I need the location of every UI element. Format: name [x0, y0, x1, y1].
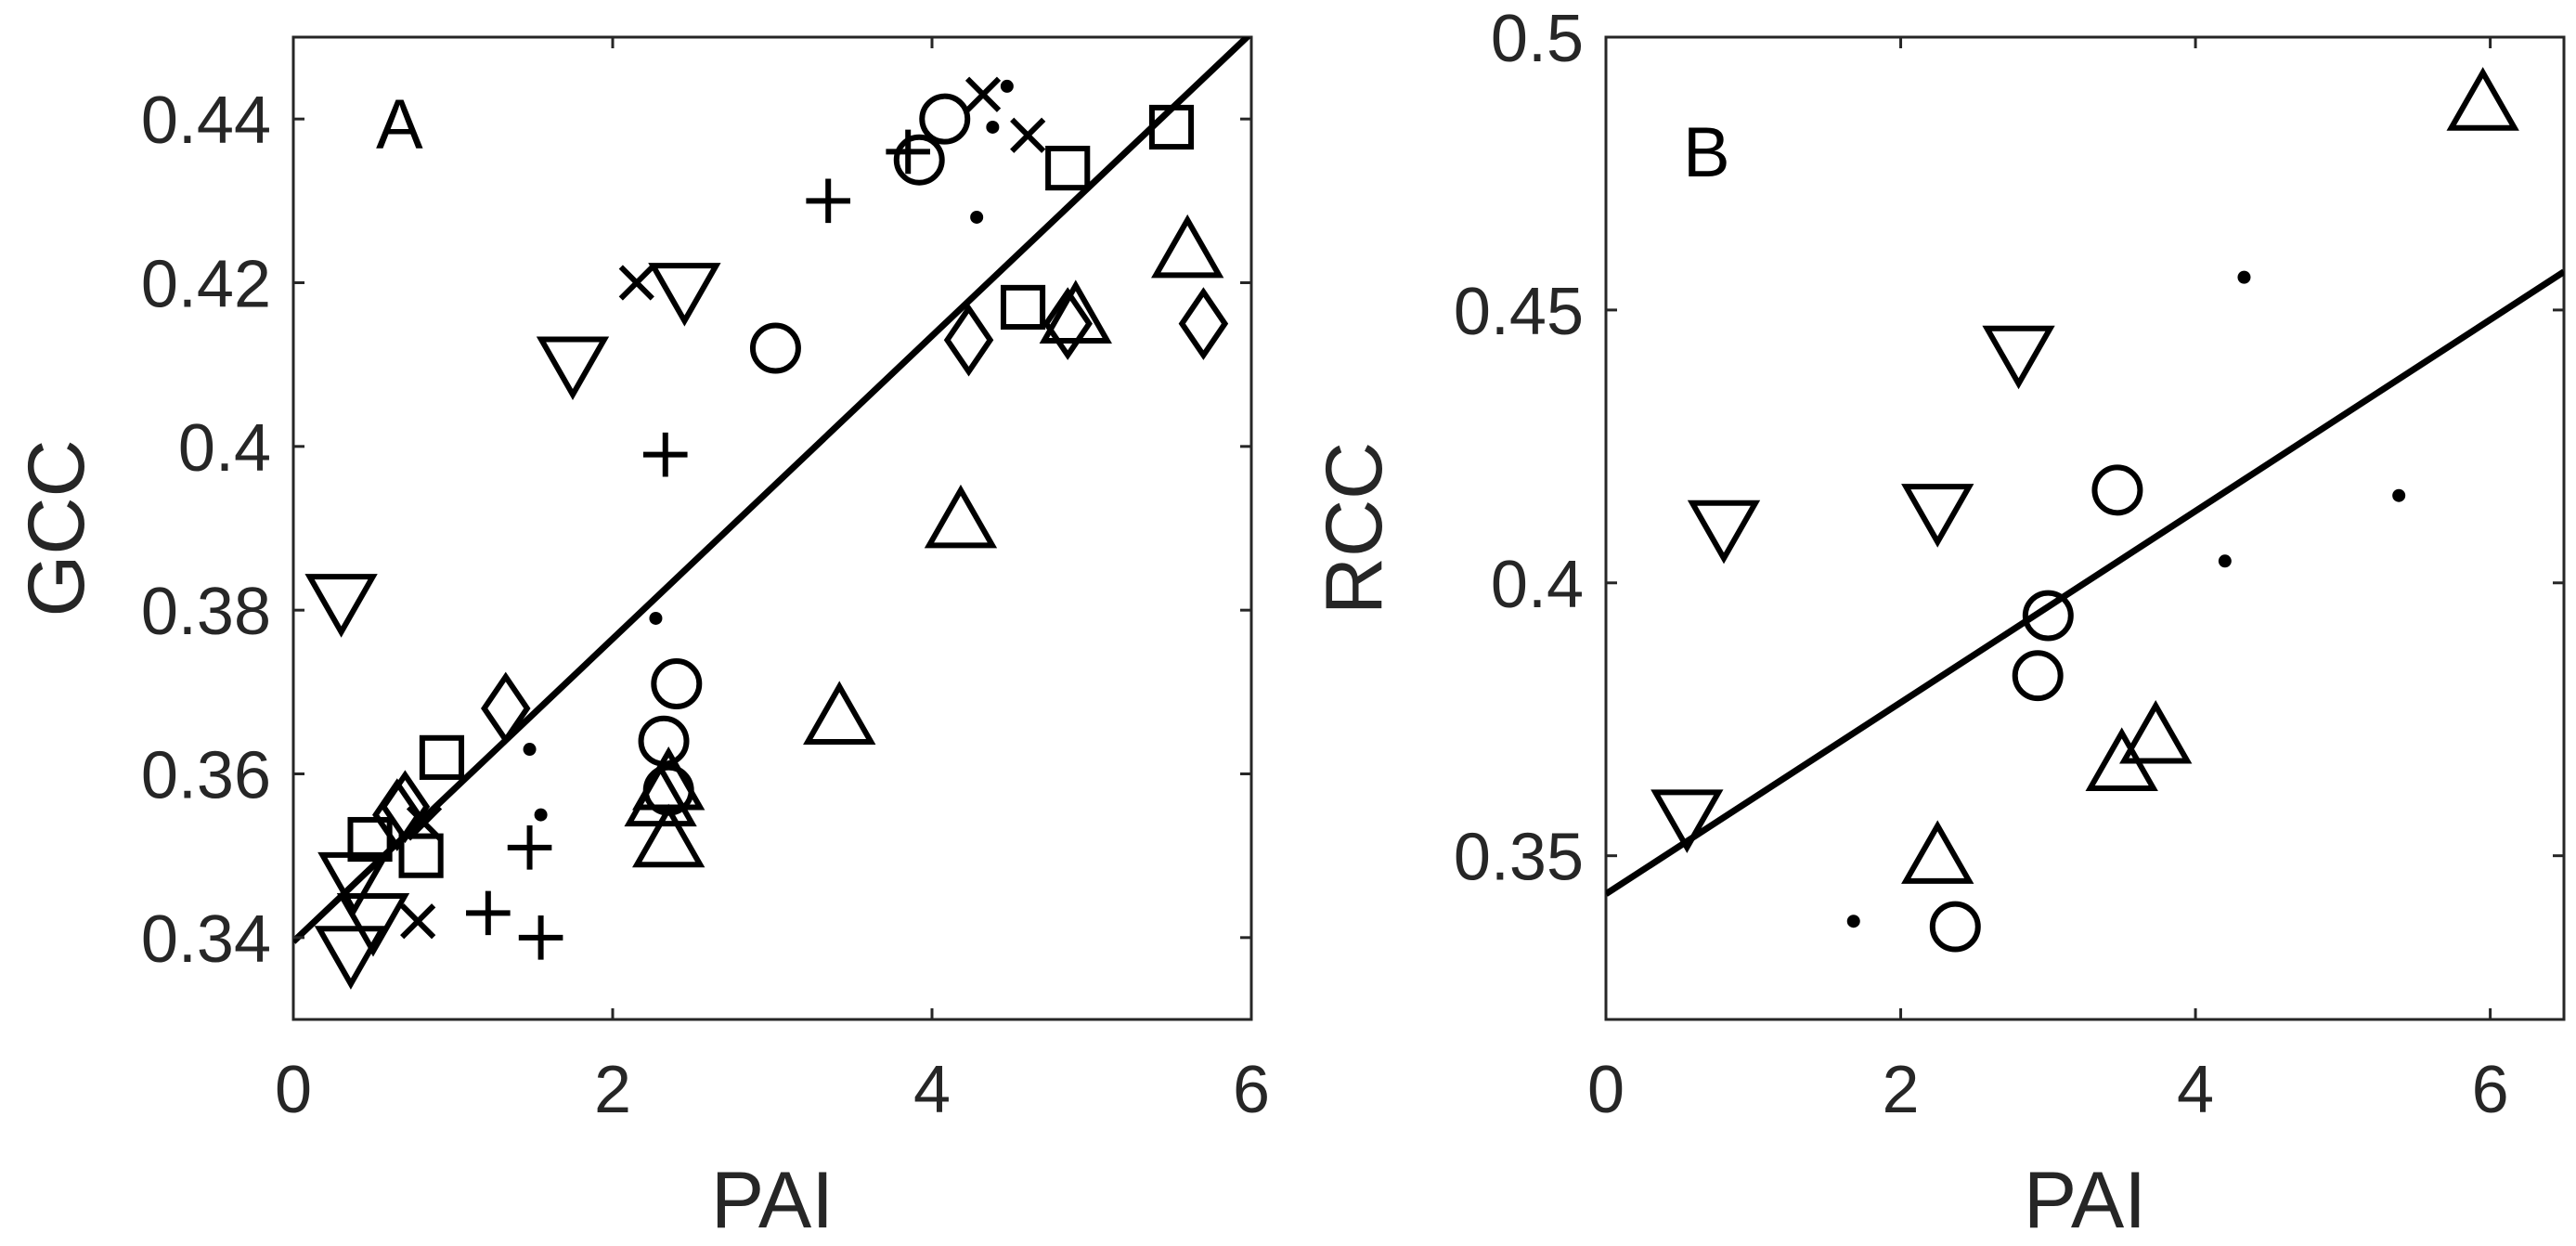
triangle-up-point [924, 484, 998, 549]
panel-b-marks [1606, 67, 2564, 953]
dot-point [2237, 270, 2251, 284]
panel-b-xlabel: PAI [2024, 1156, 2146, 1245]
x-point [406, 805, 443, 841]
square-point [398, 833, 444, 878]
panel-a-xlabel: PAI [711, 1156, 834, 1245]
plus-point [466, 890, 511, 936]
triangle-down-point [314, 926, 388, 990]
diamond-point [481, 671, 531, 746]
circle-point [919, 93, 971, 145]
plus-point [886, 129, 930, 175]
dot-point [523, 743, 537, 757]
x-tick-label: 4 [2177, 1053, 2214, 1127]
dot-point [1000, 79, 1014, 93]
y-tick-label: 0.38 [141, 575, 271, 649]
triangle-down-point [304, 574, 378, 638]
triangle-down-point [1982, 325, 2055, 390]
triangle-up-point [2119, 700, 2193, 764]
circle-point [2091, 464, 2143, 516]
y-tick-label: 0.5 [1491, 2, 1584, 76]
plot-area-b [1604, 35, 2566, 1021]
dot-point [986, 120, 1000, 134]
dot-point [649, 611, 663, 625]
fit-line [293, 37, 1251, 944]
dot-point [2392, 488, 2406, 502]
panel-b-ylabel: RCC [1310, 442, 1399, 615]
triangle-down-point [317, 851, 391, 916]
x-point [400, 903, 436, 940]
triangle-down-point [1901, 484, 1974, 548]
triangle-up-point [1901, 820, 1974, 884]
dot-point [534, 808, 548, 822]
y-tick-label: 0.36 [141, 739, 271, 813]
diamond-point [1178, 287, 1229, 360]
triangle-down-point [648, 263, 721, 327]
circle-point [651, 658, 703, 709]
diamond-point [943, 303, 994, 377]
y-tick-label: 0.34 [141, 902, 271, 977]
diamond-point [380, 770, 431, 844]
dot-point [2218, 554, 2232, 568]
fit-line [1606, 268, 2564, 897]
dot-point [970, 210, 984, 224]
y-tick-label: 0.35 [1454, 821, 1584, 895]
plus-point [507, 825, 552, 870]
plus-point [806, 178, 850, 224]
circle-point [638, 715, 690, 767]
circle-point [2012, 650, 2064, 702]
circle-point [749, 322, 801, 374]
x-point [964, 76, 1002, 112]
x-tick-label: 0 [1587, 1053, 1625, 1127]
x-point [618, 265, 654, 301]
square-point [1045, 145, 1091, 191]
panel-a: 0 2 4 6 0.34 0.36 0.38 0.4 0.42 0.44 A PAI GCC [12, 35, 1270, 1245]
panel-b: 0 2 4 6 0.35 0.4 0.45 0.5 B PAI RCC [1310, 2, 2566, 1245]
y-tick-label: 0.45 [1454, 275, 1584, 349]
diamond-point [1042, 287, 1093, 360]
panel-a-marks [293, 37, 1251, 990]
square-point [1148, 104, 1195, 150]
x-tick-label: 4 [913, 1053, 951, 1127]
plus-point [518, 915, 563, 960]
y-tick-label: 0.44 [141, 84, 271, 158]
panel-a-ylabel: GCC [12, 439, 101, 617]
y-tick-label: 0.4 [1491, 548, 1584, 622]
y-tick-label: 0.42 [141, 248, 271, 322]
triangle-up-point [632, 803, 705, 868]
circle-point [642, 764, 694, 816]
plot-area-a [291, 35, 1253, 1021]
panel-a-ticks: 0 2 4 6 0.34 0.36 0.38 0.4 0.42 0.44 [141, 37, 1270, 1127]
square-point [1000, 284, 1046, 331]
panel-a-letter: A [376, 85, 423, 164]
panel-b-letter: B [1683, 113, 1730, 192]
square-point [419, 734, 465, 780]
triangle-down-point [1650, 789, 1724, 853]
circle-point [2022, 590, 2074, 642]
triangle-down-point [336, 893, 410, 957]
panel-b-ticks: 0 2 4 6 0.35 0.4 0.45 0.5 [1454, 2, 2564, 1127]
circle-point [1929, 901, 1981, 953]
triangle-up-point [803, 681, 876, 745]
x-tick-label: 0 [275, 1053, 312, 1127]
x-point [1010, 117, 1046, 153]
x-tick-label: 2 [594, 1053, 631, 1127]
y-tick-label: 0.4 [178, 411, 271, 486]
x-tick-label: 6 [1233, 1053, 1270, 1127]
circle-point [893, 134, 945, 186]
triangle-down-point [1687, 500, 1761, 565]
x-tick-label: 6 [2472, 1053, 2509, 1127]
triangle-up-point [1151, 214, 1224, 279]
dot-point [1846, 915, 1860, 928]
x-tick-label: 2 [1883, 1053, 1920, 1127]
triangle-up-point [2446, 67, 2519, 131]
triangle-down-point [536, 336, 610, 401]
plus-point [642, 432, 688, 477]
